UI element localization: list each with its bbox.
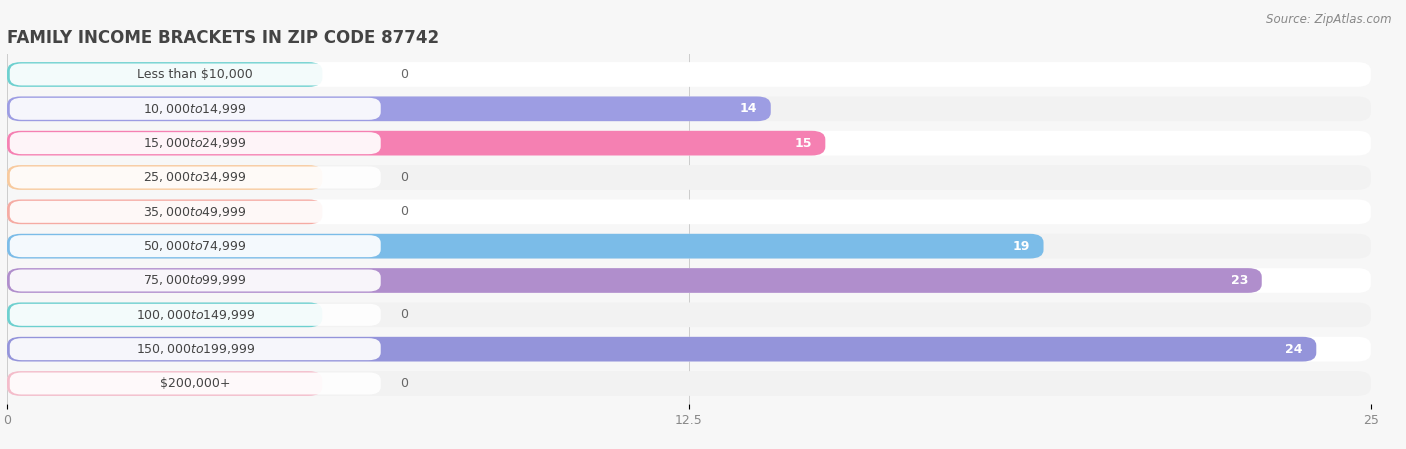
FancyBboxPatch shape [7, 62, 1371, 87]
FancyBboxPatch shape [7, 199, 1371, 224]
Text: $50,000 to $74,999: $50,000 to $74,999 [143, 239, 247, 253]
Text: 14: 14 [740, 102, 756, 115]
FancyBboxPatch shape [7, 268, 1371, 293]
FancyBboxPatch shape [7, 97, 1371, 121]
FancyBboxPatch shape [10, 132, 381, 154]
FancyBboxPatch shape [10, 304, 381, 326]
Text: $15,000 to $24,999: $15,000 to $24,999 [143, 136, 247, 150]
Text: 0: 0 [399, 68, 408, 81]
FancyBboxPatch shape [7, 371, 322, 396]
Text: Source: ZipAtlas.com: Source: ZipAtlas.com [1267, 13, 1392, 26]
FancyBboxPatch shape [7, 268, 1261, 293]
FancyBboxPatch shape [10, 63, 381, 85]
FancyBboxPatch shape [7, 337, 1371, 361]
Text: $75,000 to $99,999: $75,000 to $99,999 [143, 273, 247, 287]
FancyBboxPatch shape [7, 165, 1371, 190]
Text: 0: 0 [399, 377, 408, 390]
FancyBboxPatch shape [10, 201, 381, 223]
FancyBboxPatch shape [7, 234, 1043, 259]
FancyBboxPatch shape [7, 97, 770, 121]
FancyBboxPatch shape [10, 235, 381, 257]
FancyBboxPatch shape [10, 98, 381, 120]
Text: $100,000 to $149,999: $100,000 to $149,999 [135, 308, 254, 322]
FancyBboxPatch shape [10, 338, 381, 360]
FancyBboxPatch shape [7, 165, 322, 190]
FancyBboxPatch shape [7, 371, 1371, 396]
Text: 23: 23 [1230, 274, 1249, 287]
Text: $200,000+: $200,000+ [160, 377, 231, 390]
Text: 15: 15 [794, 136, 811, 150]
Text: 0: 0 [399, 205, 408, 218]
Text: $25,000 to $34,999: $25,000 to $34,999 [143, 171, 247, 185]
FancyBboxPatch shape [7, 131, 1371, 155]
Text: 0: 0 [399, 308, 408, 321]
FancyBboxPatch shape [7, 337, 1316, 361]
FancyBboxPatch shape [7, 303, 322, 327]
FancyBboxPatch shape [7, 234, 1371, 259]
Text: $150,000 to $199,999: $150,000 to $199,999 [135, 342, 254, 356]
Text: $35,000 to $49,999: $35,000 to $49,999 [143, 205, 247, 219]
Text: 19: 19 [1012, 240, 1029, 253]
FancyBboxPatch shape [7, 303, 1371, 327]
FancyBboxPatch shape [7, 131, 825, 155]
Text: FAMILY INCOME BRACKETS IN ZIP CODE 87742: FAMILY INCOME BRACKETS IN ZIP CODE 87742 [7, 29, 439, 47]
Text: 24: 24 [1285, 343, 1302, 356]
FancyBboxPatch shape [10, 373, 381, 395]
FancyBboxPatch shape [7, 62, 322, 87]
FancyBboxPatch shape [10, 167, 381, 189]
Text: $10,000 to $14,999: $10,000 to $14,999 [143, 102, 247, 116]
FancyBboxPatch shape [10, 269, 381, 291]
FancyBboxPatch shape [7, 199, 322, 224]
Text: Less than $10,000: Less than $10,000 [138, 68, 253, 81]
Text: 0: 0 [399, 171, 408, 184]
